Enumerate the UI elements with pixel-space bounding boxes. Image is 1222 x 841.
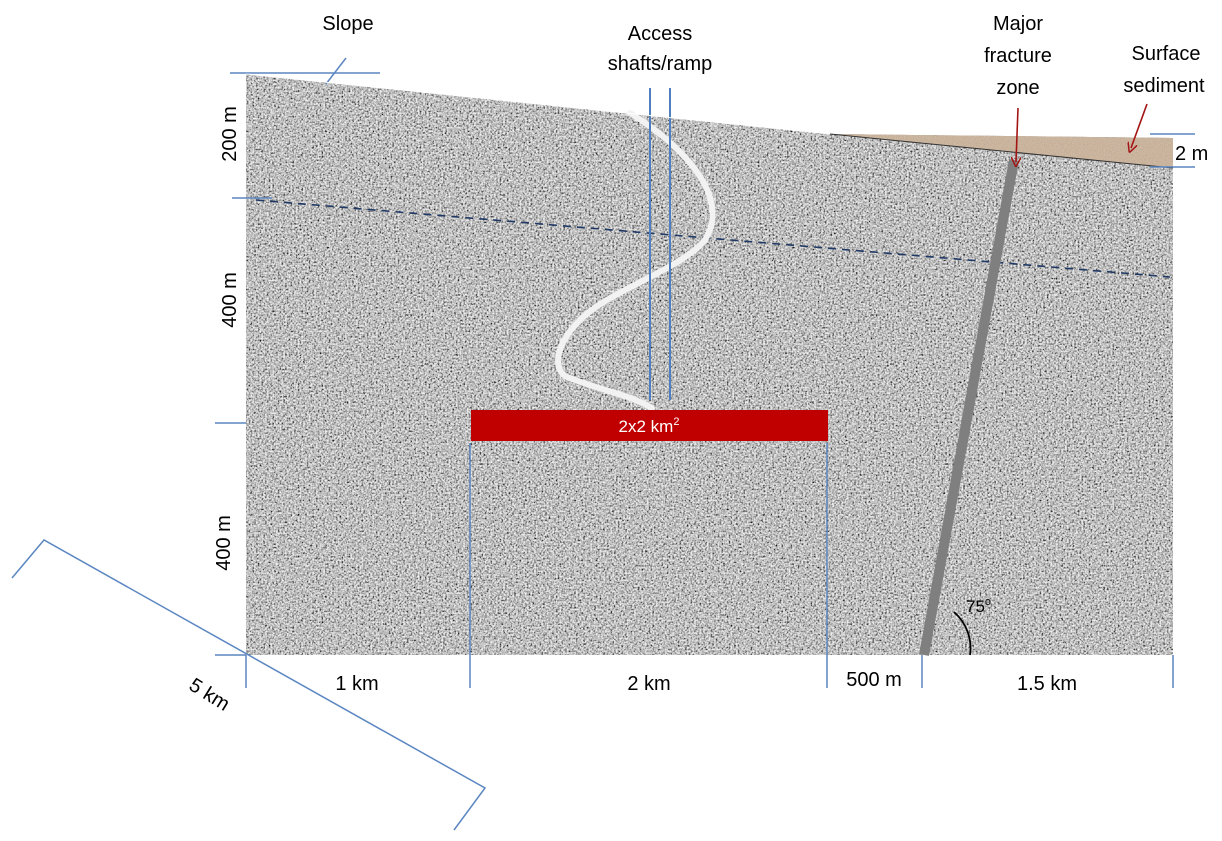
slope-leader-line (325, 57, 347, 85)
depth-label-400m-lower: 400 m (213, 515, 235, 571)
sediment-boundary (829, 133, 1174, 169)
arrow-down-left-icon (1131, 103, 1148, 148)
sediment-label-line1: Surface (1132, 43, 1201, 65)
fracture-label-line2: fracture (984, 45, 1052, 67)
fracture-label-line3: zone (996, 77, 1039, 99)
repository-area-label: 2x2 km2 (619, 416, 680, 436)
width-label-2km: 2 km (627, 673, 670, 695)
depth-label-400m-upper: 400 m (219, 272, 241, 328)
repository-area (471, 410, 828, 441)
arrow-down-icon (1016, 107, 1018, 162)
slope-label: Slope (322, 13, 373, 35)
sediment-label-line2: sediment (1123, 75, 1205, 97)
angle-label: 75o (966, 596, 991, 616)
major-fracture-zone (919, 159, 1019, 656)
rock-mass (246, 74, 1173, 655)
angle-arc (953, 611, 972, 656)
width-label-1-5km: 1.5 km (1017, 673, 1077, 695)
width-label-500m: 500 m (846, 669, 902, 691)
width-label-1km: 1 km (335, 673, 378, 695)
fracture-label-line1: Major (993, 13, 1043, 35)
access-ramp (555, 110, 716, 411)
access-label-line2: shafts/ramp (608, 53, 712, 75)
depth-label-200m: 200 m (219, 106, 241, 162)
ground-surface-line (245, 73, 831, 135)
depth-extent-label: 5 km (185, 674, 233, 716)
sediment-thickness-label: 2 m (1175, 143, 1208, 165)
access-label-line1: Access (628, 23, 692, 45)
depth-extent-bracket (11, 539, 487, 831)
